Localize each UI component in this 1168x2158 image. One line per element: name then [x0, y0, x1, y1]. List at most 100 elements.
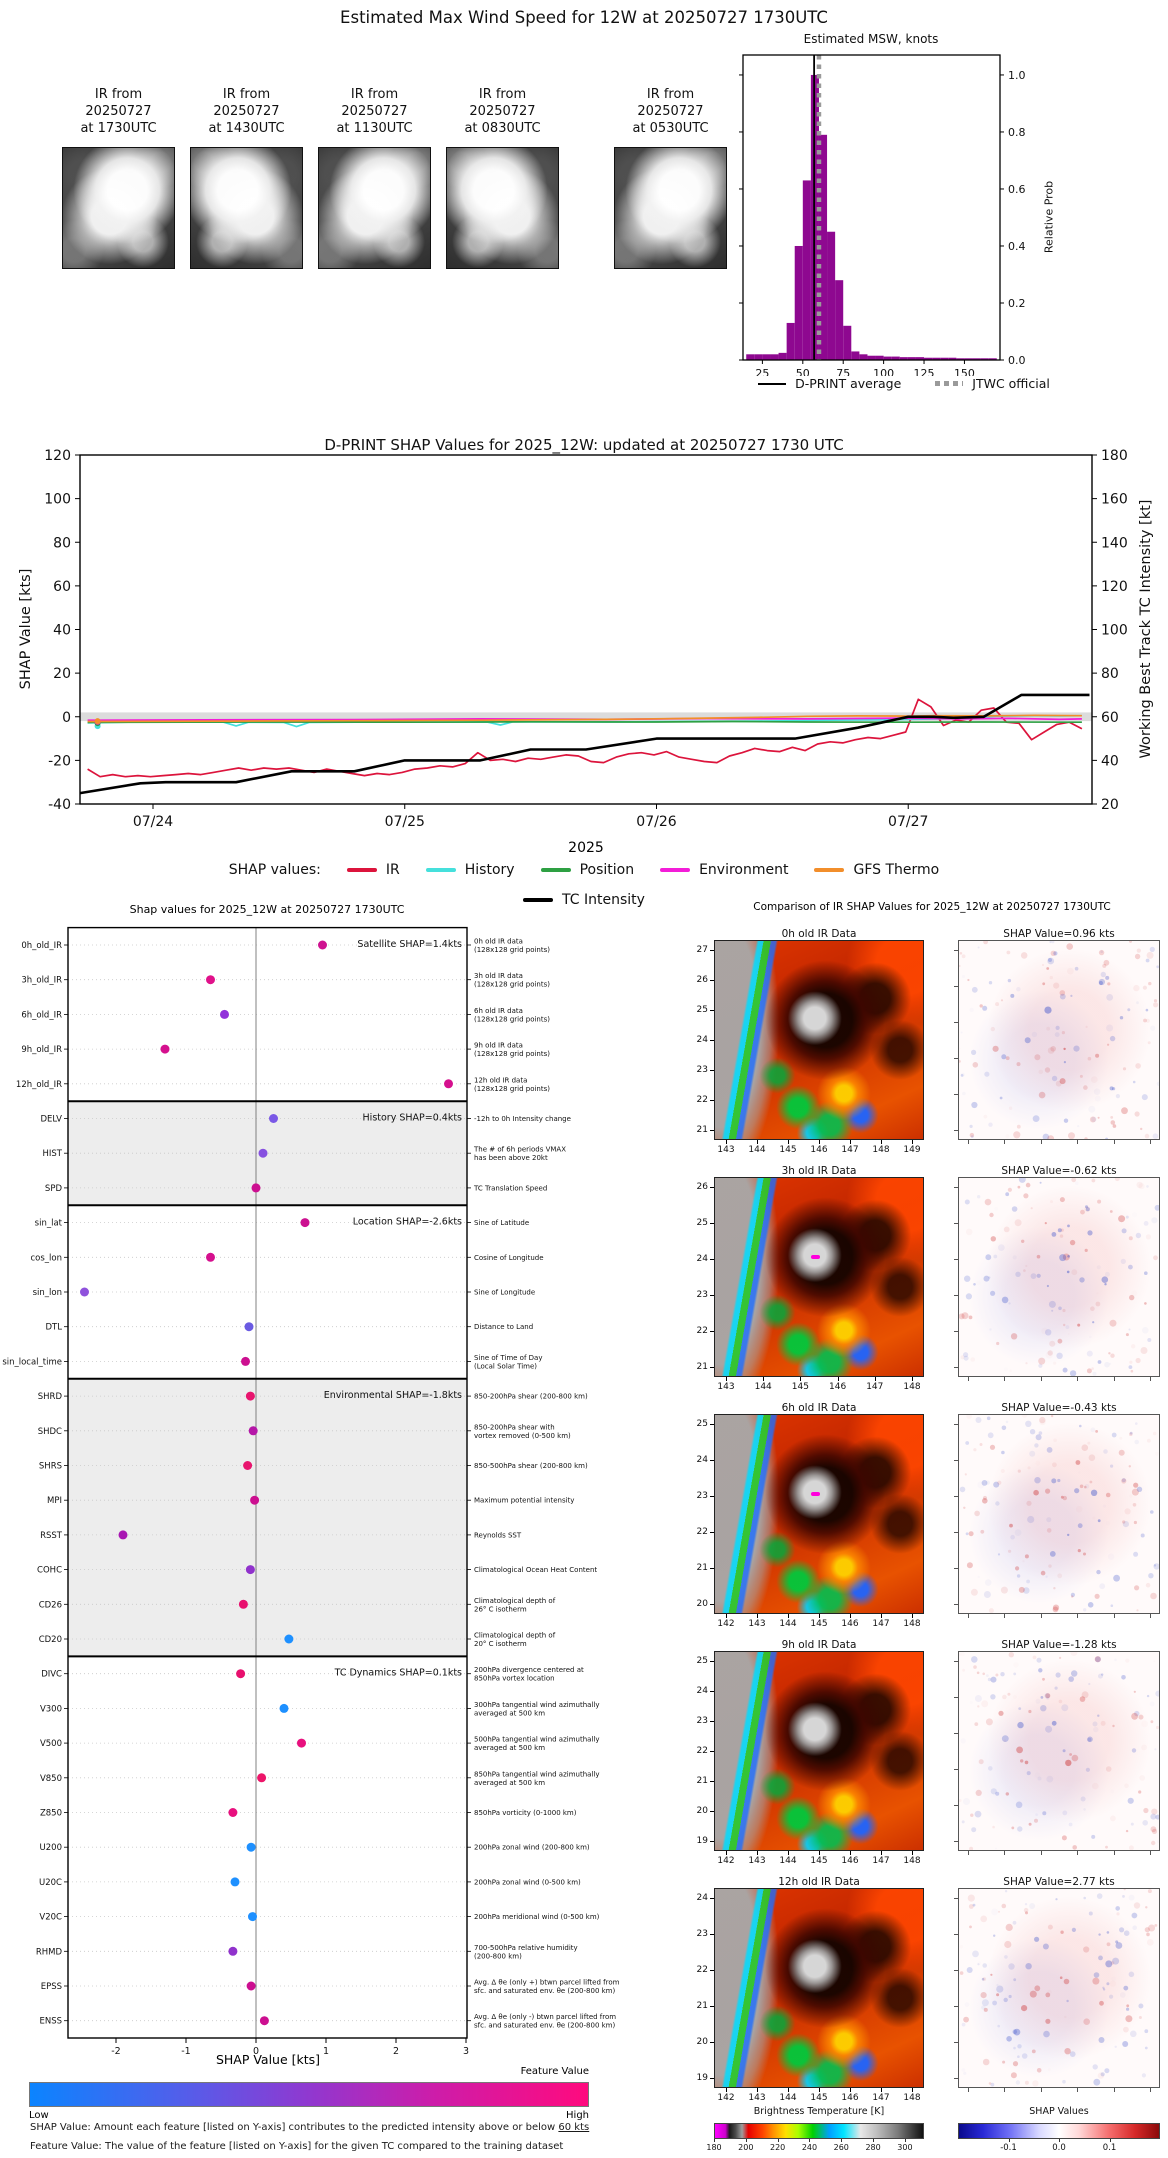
- ir-row-title: 9h old IR Data: [781, 1639, 857, 1651]
- tick-mark: [757, 2088, 758, 2092]
- speckle: [962, 2068, 966, 2072]
- speckle: [1085, 1025, 1088, 1028]
- tick-mark: [850, 1614, 851, 1618]
- feature-description: averaged at 500 km: [474, 1779, 545, 1787]
- speckle: [1046, 1517, 1052, 1523]
- speckle: [1104, 1271, 1110, 1277]
- histogram-legend: D-PRINT average JTWC official: [640, 376, 1168, 391]
- fig4-title: Comparison of IR SHAP Values for 2025_12…: [753, 901, 1111, 913]
- speckle: [990, 1236, 996, 1242]
- speckle: [1110, 1790, 1114, 1794]
- speckle: [1143, 1018, 1147, 1023]
- caption-line: IR from: [646, 87, 695, 102]
- speckle: [1036, 2068, 1042, 2073]
- speckle: [1020, 952, 1028, 959]
- fig2-ylabel-left: SHAP Value [kts]: [18, 568, 34, 690]
- histogram-bar: [843, 325, 852, 360]
- speckle: [1138, 2003, 1144, 2009]
- speckle: [1052, 1604, 1060, 1611]
- speckle: [1139, 1183, 1145, 1189]
- speckle: [1010, 2072, 1017, 2079]
- shap-row-title: SHAP Value=-0.43 kts: [1001, 1402, 1117, 1414]
- speckle: [1011, 1206, 1018, 1212]
- caption-line: 20250727: [637, 104, 704, 119]
- fig2-title: D-PRINT SHAP Values for 2025_12W: update…: [324, 436, 844, 454]
- histogram-bar: [867, 355, 876, 360]
- feature-description: 12h old IR data: [474, 1076, 527, 1084]
- speckle: [1128, 1365, 1133, 1369]
- speckle: [1154, 1924, 1158, 1927]
- shap-dot-0h_old_IR: [318, 940, 327, 950]
- lon-tick-label: 148: [903, 1619, 921, 1629]
- feature-label: 0h_old_IR: [21, 941, 62, 951]
- feature-label: Z850: [40, 1809, 62, 1819]
- speckle: [1017, 1469, 1021, 1473]
- speckle: [1039, 1416, 1046, 1424]
- lon-tick-label: 144: [754, 1382, 772, 1392]
- line-swatch: [660, 868, 691, 872]
- speckle: [1060, 1228, 1064, 1232]
- speckle: [980, 1529, 985, 1534]
- speckle: [1049, 940, 1052, 944]
- speckle: [1098, 1955, 1103, 1961]
- lat-tick-label: 21: [696, 1563, 708, 1573]
- tick-mark: [1004, 1140, 1006, 1144]
- line-swatch: [540, 868, 571, 872]
- shap-row-title: SHAP Value=-0.62 kts: [1001, 1165, 1117, 1177]
- feature-description: Climatological depth of: [474, 1632, 556, 1640]
- feature-label: U20C: [39, 1878, 62, 1888]
- speckle: [1061, 1704, 1069, 1712]
- lon-tick-label: 144: [779, 1856, 797, 1866]
- ir-thumb-caption: IR from 20250727 at 0530UTC: [594, 86, 747, 137]
- histogram-bar: [802, 180, 811, 360]
- feature-description: 3h old IR data: [474, 972, 523, 980]
- speckle: [1123, 2026, 1129, 2033]
- feature-label: HIST: [43, 1149, 63, 1159]
- speckle: [958, 1060, 961, 1063]
- speckle: [1059, 1234, 1064, 1238]
- tick-mark: [757, 1614, 758, 1618]
- tick-mark: [788, 1614, 789, 1618]
- speckle: [1136, 948, 1141, 953]
- speckle: [1072, 1845, 1077, 1850]
- speckle: [1146, 1932, 1150, 1937]
- speckle: [1136, 1486, 1143, 1492]
- speckle: [1133, 1902, 1141, 1909]
- speckle: [1052, 1462, 1057, 1468]
- ytick-right-label: 120: [1101, 579, 1128, 595]
- shap-dot-HIST: [258, 1148, 268, 1158]
- tick-mark: [837, 1377, 839, 1381]
- speckle: [1125, 1829, 1129, 1833]
- speckle: [1070, 1592, 1075, 1597]
- footnote-shap-value: SHAP Value: Amount each feature [listed …: [30, 2122, 589, 2133]
- speckle: [1150, 1026, 1155, 1031]
- tick-mark: [1040, 2088, 1042, 2092]
- speckle: [1062, 1253, 1070, 1261]
- caption-line: IR from: [94, 87, 143, 102]
- tick-mark: [1077, 1140, 1079, 1144]
- ir-satellite-image-1730utc: [62, 147, 175, 269]
- speckle: [1126, 2004, 1130, 2008]
- shap-dot-ENSS: [259, 2016, 269, 2026]
- ir-satellite-image-1430utc: [190, 147, 303, 269]
- speckle: [1023, 1907, 1029, 1913]
- speckle: [1066, 1999, 1069, 2003]
- speckle: [962, 975, 965, 978]
- speckle: [1087, 1737, 1092, 1742]
- speckle: [1112, 1124, 1117, 1128]
- tick-mark: [726, 1614, 727, 1618]
- tick-mark: [1109, 2139, 1111, 2142]
- speckle: [1096, 1569, 1101, 1575]
- lon-tick-label: 145: [810, 1619, 828, 1629]
- speckle: [1148, 1573, 1154, 1579]
- speckle: [997, 1747, 1000, 1750]
- ir-data-map: [714, 940, 924, 1140]
- speckle: [1071, 1927, 1076, 1932]
- lat-tick-label: 26: [696, 975, 708, 985]
- ir-row-title: 3h old IR Data: [781, 1165, 857, 1177]
- plot-frame: [67, 926, 468, 2039]
- speckle: [964, 1275, 971, 1282]
- tick-mark: [954, 1934, 958, 1935]
- speckle: [1030, 1273, 1037, 1279]
- speckle: [1045, 1488, 1051, 1494]
